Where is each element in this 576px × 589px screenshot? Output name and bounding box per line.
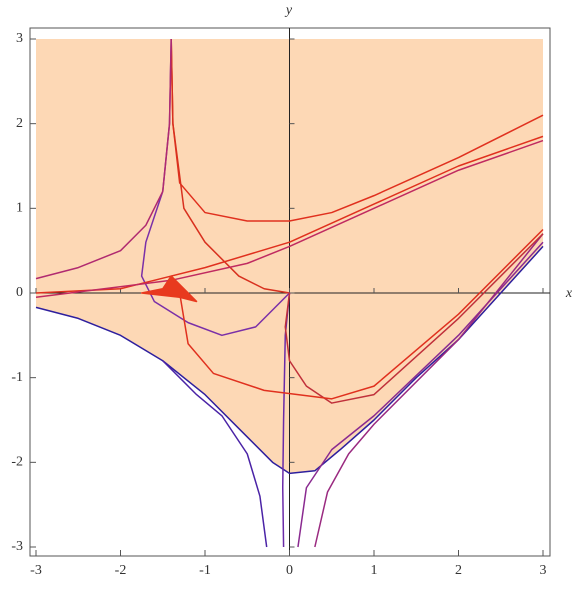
curve — [284, 233, 544, 404]
curve — [170, 38, 290, 294]
y-tick-label: 3 — [16, 31, 23, 46]
curve — [297, 241, 544, 548]
curve — [162, 360, 268, 548]
y-tick-label: 2 — [16, 116, 23, 131]
y-tick-label: 0 — [16, 285, 23, 300]
y-tick-label: -2 — [11, 455, 23, 470]
x-tick-label: -2 — [115, 563, 127, 578]
y-tick-label: 1 — [16, 201, 23, 216]
x-tick-label: 2 — [455, 563, 462, 578]
curve — [35, 245, 544, 475]
x-tick-label: -1 — [199, 563, 211, 578]
x-tick-label: -3 — [30, 563, 42, 578]
x-tick-label: 0 — [286, 563, 293, 578]
y-tick-label: -3 — [11, 539, 23, 554]
y-axis-label: y — [284, 3, 293, 18]
x-tick-label: 1 — [371, 563, 378, 578]
x-axis-label: x — [565, 286, 573, 301]
curve — [35, 38, 172, 280]
curve — [35, 135, 544, 294]
x-tick-label: 3 — [540, 563, 547, 578]
curve — [314, 233, 544, 548]
curve — [178, 228, 544, 400]
y-tick-label: -1 — [11, 370, 23, 385]
filled-curve — [140, 275, 198, 303]
